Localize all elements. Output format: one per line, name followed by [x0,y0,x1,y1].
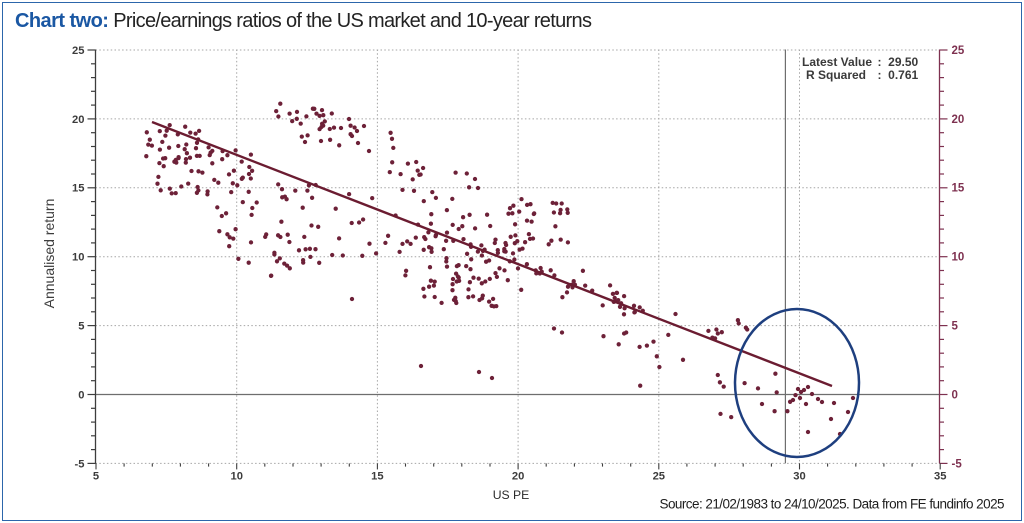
svg-text:: 0.761: : 0.761 [878,68,919,82]
svg-text:5: 5 [93,470,99,482]
svg-text:Source: 21/02/1983 to 24/10/20: Source: 21/02/1983 to 24/10/2025. Data f… [659,497,1004,512]
svg-text:: 29.50: : 29.50 [878,55,919,69]
svg-text:25: 25 [952,45,965,57]
svg-text:0: 0 [78,389,84,401]
svg-text:10: 10 [72,252,84,264]
svg-text:10: 10 [952,252,965,264]
svg-text:-5: -5 [952,458,963,470]
svg-text:25: 25 [72,45,84,57]
svg-text:20: 20 [512,470,524,482]
svg-text:20: 20 [72,114,84,126]
svg-text:20: 20 [952,114,965,126]
svg-text:US PE: US PE [493,488,530,502]
svg-text:15: 15 [371,470,383,482]
svg-text:15: 15 [952,183,965,195]
svg-text:Latest Value: Latest Value [802,55,872,69]
svg-text:5: 5 [952,321,959,333]
svg-text:30: 30 [793,470,805,482]
svg-text:-5: -5 [75,458,85,470]
svg-text:15: 15 [72,183,84,195]
svg-text:25: 25 [653,470,665,482]
svg-text:0: 0 [952,389,958,401]
svg-text:10: 10 [230,470,242,482]
svg-text:5: 5 [78,321,84,333]
svg-text:Annualised return: Annualised return [41,199,57,309]
svg-text:35: 35 [934,470,946,482]
svg-text:R Squared: R Squared [806,68,866,82]
